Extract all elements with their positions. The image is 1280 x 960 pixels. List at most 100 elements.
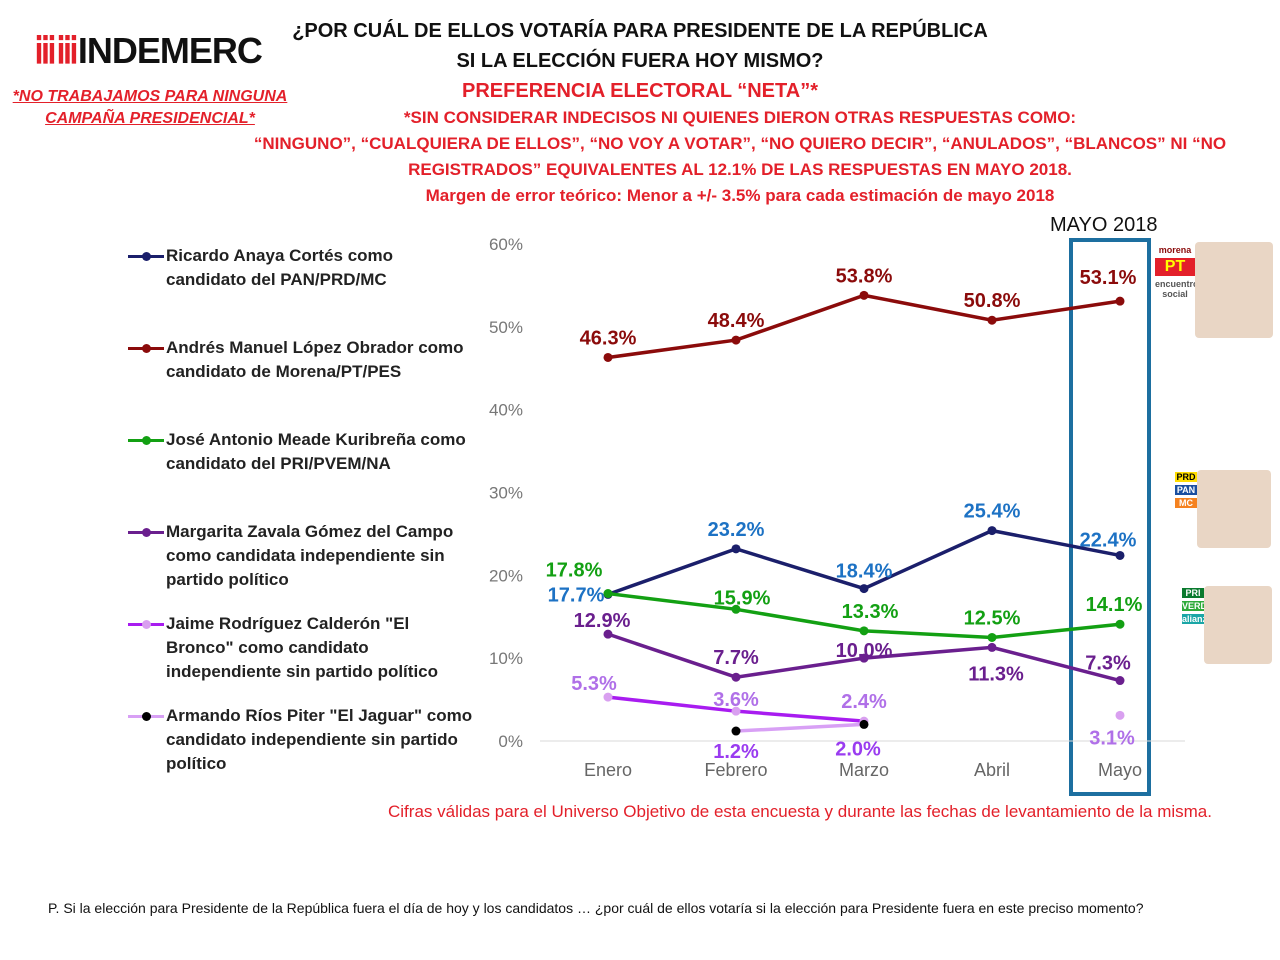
meade-photo xyxy=(1204,586,1272,664)
legend-swatch xyxy=(128,712,164,721)
legend-label: Andrés Manuel López Obrador como candida… xyxy=(166,338,464,381)
y-tick-label: 50% xyxy=(489,318,523,337)
pt-logo: PT xyxy=(1155,258,1195,276)
legend-item: Ricardo Anaya Cortés como candidato del … xyxy=(128,244,478,292)
mc-logo: MC xyxy=(1175,498,1197,508)
footer-note: Cifras válidas para el Universo Objetivo… xyxy=(388,802,1212,821)
data-label: 7.3% xyxy=(1085,653,1131,675)
data-point xyxy=(859,719,869,729)
data-label: 7.7% xyxy=(713,647,759,669)
data-label: 1.2% xyxy=(713,741,759,763)
legend-label: José Antonio Meade Kuribreña como candid… xyxy=(166,430,466,473)
legend-swatch xyxy=(128,344,164,353)
title-line2: SI LA ELECCIÓN FUERA HOY MISMO? xyxy=(456,50,824,72)
data-point xyxy=(1115,296,1125,306)
series-line-5 xyxy=(735,722,865,733)
legend-item: Armando Ríos Piter "El Jaguar" como cand… xyxy=(128,704,478,776)
x-tick-label: Abril xyxy=(974,760,1010,780)
data-point xyxy=(859,653,869,663)
data-label: 13.3% xyxy=(842,601,899,623)
legend-label: Jaime Rodríguez Calderón "El Bronco" com… xyxy=(166,614,439,681)
amlo-photo xyxy=(1195,242,1273,338)
anaya-photo xyxy=(1197,470,1271,548)
margin-note: Margen de error teórico: Menor a +/- 3.5… xyxy=(425,186,1055,205)
data-label: 22.4% xyxy=(1080,529,1137,551)
data-point xyxy=(1115,710,1125,720)
data-label: 12.9% xyxy=(574,610,631,632)
pvem-logo: VERDE xyxy=(1182,601,1214,611)
legend-item: Andrés Manuel López Obrador como candida… xyxy=(128,336,478,384)
data-label: 2.0% xyxy=(835,738,881,760)
data-point xyxy=(603,589,613,599)
indemerc-logo: ⅲⅲINDEMERC xyxy=(34,30,263,71)
y-tick-label: 10% xyxy=(489,649,523,668)
data-point xyxy=(987,315,997,325)
legend-item: Margarita Zavala Gómez del Campo como ca… xyxy=(128,520,478,592)
question-text: P. Si la elección para Presidente de la … xyxy=(48,900,1144,916)
data-label: 48.4% xyxy=(708,310,765,332)
disclaimer: *NO TRABAJAMOS PARA NINGUNA CAMPAÑA PRES… xyxy=(12,88,288,127)
subtitle: PREFERENCIA ELECTORAL “NETA”* xyxy=(462,80,818,102)
data-point xyxy=(731,335,741,345)
data-label: 25.4% xyxy=(964,501,1021,523)
data-point xyxy=(859,290,869,300)
data-label: 15.9% xyxy=(714,587,771,609)
data-point xyxy=(731,672,741,682)
y-tick-label: 40% xyxy=(489,401,523,420)
data-label: 11.3% xyxy=(968,663,1024,685)
data-label: 14.1% xyxy=(1086,594,1143,616)
legend-swatch xyxy=(128,528,164,537)
data-label: 3.1% xyxy=(1089,727,1135,749)
legend-label: Ricardo Anaya Cortés como candidato del … xyxy=(166,246,394,289)
data-point xyxy=(987,632,997,642)
data-label: 17.8% xyxy=(546,560,603,582)
data-point xyxy=(859,584,869,594)
y-tick-label: 0% xyxy=(498,732,523,751)
data-point xyxy=(603,629,613,639)
y-tick-label: 60% xyxy=(489,235,523,254)
data-label: 12.5% xyxy=(964,607,1021,629)
prd-logo: PRD xyxy=(1175,472,1197,482)
x-tick-label: Mayo xyxy=(1098,760,1142,780)
y-tick-label: 30% xyxy=(489,484,523,503)
note-line3: REGISTRADOS” EQUIVALENTES AL 12.1% DE LA… xyxy=(408,160,1072,179)
data-label: 53.1% xyxy=(1080,267,1137,289)
pes-logo: encuentro social xyxy=(1155,279,1199,299)
data-point xyxy=(731,544,741,554)
data-point xyxy=(987,642,997,652)
data-label: 53.8% xyxy=(836,265,893,287)
data-point xyxy=(987,526,997,536)
data-label: 23.2% xyxy=(708,519,765,541)
data-point xyxy=(1115,676,1125,686)
legend-swatch xyxy=(128,620,164,629)
x-tick-label: Febrero xyxy=(704,760,767,780)
data-point xyxy=(731,604,741,614)
meade-party-logos: PRI VERDE alianza xyxy=(1182,588,1214,624)
data-label: 3.6% xyxy=(713,689,759,711)
data-point xyxy=(1115,550,1125,560)
series-line-1 xyxy=(607,293,1121,360)
data-point xyxy=(859,626,869,636)
morena-logo: morena xyxy=(1158,245,1192,255)
data-label: 17.7% xyxy=(548,584,605,606)
data-label: 10.0% xyxy=(836,640,893,662)
note-line1: *SIN CONSIDERAR INDECISOS NI QUIENES DIE… xyxy=(403,108,1077,127)
amlo-party-logos: morena PT encuentro social xyxy=(1155,245,1199,299)
data-label: 2.4% xyxy=(841,691,887,713)
data-point xyxy=(603,692,613,702)
legend-label: Margarita Zavala Gómez del Campo como ca… xyxy=(166,522,454,589)
x-tick-label: Enero xyxy=(584,760,632,780)
pan-logo: PAN xyxy=(1175,485,1197,495)
y-tick-label: 20% xyxy=(489,566,523,585)
legend-swatch xyxy=(128,436,164,445)
data-point xyxy=(603,352,613,362)
anaya-party-logos: PRD PAN MC xyxy=(1175,472,1197,508)
legend-item: Jaime Rodríguez Calderón "El Bronco" com… xyxy=(128,612,478,684)
data-point xyxy=(1115,619,1125,629)
may-highlight-box xyxy=(1069,238,1151,796)
title-line1: ¿POR CUÁL DE ELLOS VOTARÍA PARA PRESIDEN… xyxy=(292,20,988,42)
legend-item: José Antonio Meade Kuribreña como candid… xyxy=(128,428,478,476)
data-point xyxy=(731,726,741,736)
highlight-label: MAYO 2018 xyxy=(1050,214,1158,236)
